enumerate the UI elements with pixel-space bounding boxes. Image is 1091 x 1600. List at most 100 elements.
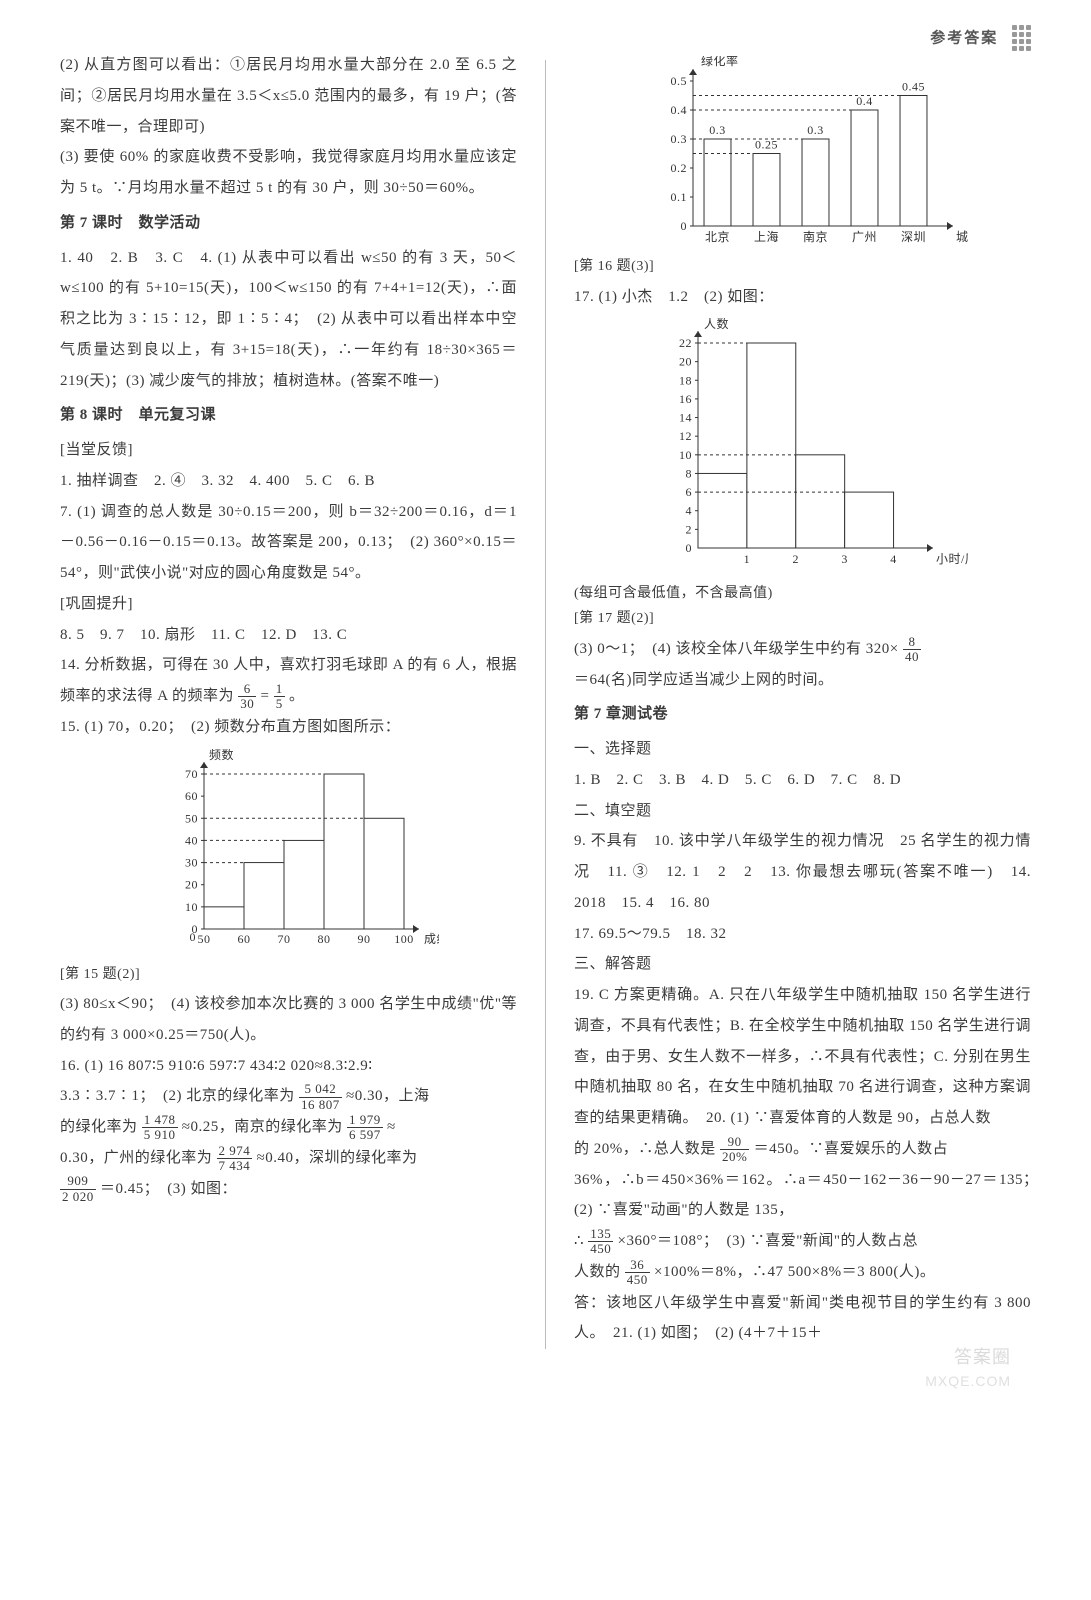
svg-text:0: 0 <box>189 930 196 944</box>
svg-text:4: 4 <box>890 552 897 566</box>
text: (3) 80≤x＜90； (4) 该校参加本次比赛的 3 000 名学生中成绩"… <box>60 989 517 1051</box>
chart-q15-histogram: 0102030405060705060708090100频数成绩/分0 <box>139 749 439 959</box>
heading-ch7test: 第 7 章测试卷 <box>574 699 1031 730</box>
svg-text:6: 6 <box>685 486 692 500</box>
svg-text:60: 60 <box>185 789 198 803</box>
den: 16 807 <box>299 1098 342 1112</box>
text: 17. 69.5～79.5 18. 32 <box>574 919 1031 950</box>
svg-text:80: 80 <box>317 932 330 946</box>
svg-text:广州: 广州 <box>851 230 876 244</box>
svg-text:12: 12 <box>679 430 692 444</box>
fraction: 36450 <box>625 1258 650 1288</box>
num: 36 <box>625 1258 650 1273</box>
t: 0.30，广州的绿化率为 <box>60 1150 217 1166</box>
heading-lesson8: 第 8 课时 单元复习课 <box>60 400 517 431</box>
fraction: 1 9796 597 <box>347 1113 383 1143</box>
text: ＝64(名)同学应适当减少上网的时间。 <box>574 665 1031 696</box>
svg-text:70: 70 <box>185 767 198 781</box>
t: ≈0.30，上海 <box>346 1088 429 1104</box>
svg-text:成绩/分: 成绩/分 <box>424 932 439 946</box>
den: 7 434 <box>217 1159 253 1173</box>
text: ∴ 135450 ×360°＝108°； (3) ∵喜爱"新闻"的人数占总 <box>574 1226 1031 1257</box>
svg-text:北京: 北京 <box>704 230 729 244</box>
svg-text:0.4: 0.4 <box>856 94 873 108</box>
den: 20% <box>720 1150 749 1164</box>
fraction: 15 <box>274 682 285 712</box>
right-column: 00.10.20.30.40.50.3北京0.25上海0.3南京0.4广州0.4… <box>574 50 1031 1349</box>
svg-text:0: 0 <box>680 219 687 233</box>
svg-text:人数: 人数 <box>704 318 729 331</box>
watermark: 答案圈 <box>954 1343 1011 1369</box>
page-header: 参考答案 <box>930 25 1031 53</box>
text: 17. (1) 小杰 1.2 (2) 如图： <box>574 282 1031 313</box>
text: 9092 020 ＝0.45； (3) 如图： <box>60 1174 517 1205</box>
svg-text:0.25: 0.25 <box>755 138 778 152</box>
num: 1 478 <box>142 1113 178 1128</box>
content-columns: (2) 从直方图可以看出：①居民月均用水量大部分在 2.0 至 6.5 之间；②… <box>60 50 1031 1349</box>
fraction: 630 <box>238 682 256 712</box>
svg-text:频数: 频数 <box>209 749 234 762</box>
svg-text:40: 40 <box>185 833 198 847</box>
fraction: 840 <box>903 635 921 665</box>
svg-text:4: 4 <box>685 504 692 518</box>
num: 1 <box>274 682 285 697</box>
subheading: 二、填空题 <box>574 796 1031 827</box>
text: 15. (1) 70，0.20； (2) 频数分布直方图如图所示： <box>60 712 517 743</box>
svg-text:0.4: 0.4 <box>670 103 687 117</box>
t: ＝450。∵喜爱娱乐的人数占 <box>754 1141 949 1157</box>
t: 。 <box>289 688 305 704</box>
text: 3.3∶3.7∶1； (2) 北京的绿化率为 5 04216 807 ≈0.30… <box>60 1081 517 1112</box>
svg-text:0.3: 0.3 <box>670 132 687 146</box>
svg-text:2: 2 <box>685 523 692 537</box>
svg-text:70: 70 <box>277 932 290 946</box>
t: ×360°＝108°； (3) ∵喜爱"新闻"的人数占总 <box>618 1233 918 1249</box>
t: 的 20%，∴总人数是 <box>574 1141 720 1157</box>
svg-text:50: 50 <box>197 932 210 946</box>
svg-text:0.2: 0.2 <box>670 161 687 175</box>
text: 36%，∴b＝450×36%＝162。∴a＝450－162－36－90－27＝1… <box>574 1165 1031 1227</box>
svg-text:2: 2 <box>792 552 799 566</box>
svg-text:0: 0 <box>685 541 692 555</box>
svg-text:深圳: 深圳 <box>900 230 925 244</box>
svg-text:1: 1 <box>743 552 750 566</box>
text: 的 20%，∴总人数是 9020% ＝450。∵喜爱娱乐的人数占 <box>574 1134 1031 1165</box>
subheading: [巩固提升] <box>60 589 517 620</box>
num: 135 <box>588 1227 613 1242</box>
subheading: [当堂反馈] <box>60 435 517 466</box>
den: 2 020 <box>60 1190 96 1204</box>
chart-q17-histogram: 24681012141618202201234人数小时/周 <box>638 318 968 578</box>
text: 14. 分析数据，可得在 30 人中，喜欢打羽毛球即 A 的有 6 人，根据频率… <box>60 650 517 712</box>
t: ≈0.40，深圳的绿化率为 <box>257 1150 418 1166</box>
caption: [第 15 题(2)] <box>60 961 517 990</box>
text: 1. B 2. C 3. B 4. D 5. C 6. D 7. C 8. D <box>574 765 1031 796</box>
svg-text:0.5: 0.5 <box>670 74 687 88</box>
caption: [第 16 题(3)] <box>574 253 1031 282</box>
num: 2 974 <box>217 1144 253 1159</box>
svg-text:小时/周: 小时/周 <box>936 552 968 566</box>
svg-text:90: 90 <box>357 932 370 946</box>
fraction: 135450 <box>588 1227 613 1257</box>
fraction: 5 04216 807 <box>299 1082 342 1112</box>
svg-text:0.3: 0.3 <box>709 123 726 137</box>
fraction: 9020% <box>720 1135 749 1165</box>
svg-text:0.3: 0.3 <box>807 123 824 137</box>
svg-text:10: 10 <box>185 899 198 913</box>
text: 1. 40 2. B 3. C 4. (1) 从表中可以看出 w≤50 的有 3… <box>60 243 517 397</box>
text: 8. 5 9. 7 10. 扇形 11. C 12. D 13. C <box>60 620 517 651</box>
text: 16. (1) 16 807∶5 910∶6 597∶7 434∶2 020≈8… <box>60 1051 517 1082</box>
num: 90 <box>720 1135 749 1150</box>
heading-lesson7: 第 7 课时 数学活动 <box>60 208 517 239</box>
svg-text:上海: 上海 <box>753 229 778 244</box>
fraction: 1 4785 910 <box>142 1113 178 1143</box>
num: 1 979 <box>347 1113 383 1128</box>
svg-text:60: 60 <box>237 932 250 946</box>
t: ＝0.45； (3) 如图： <box>100 1181 237 1197</box>
num: 5 042 <box>299 1082 342 1097</box>
num: 909 <box>60 1174 96 1189</box>
svg-text:0.1: 0.1 <box>670 190 687 204</box>
t: ×100%＝8%，∴47 500×8%＝3 800(人)。 <box>654 1264 935 1280</box>
num: 8 <box>903 635 921 650</box>
text: 的绿化率为 1 4785 910 ≈0.25，南京的绿化率为 1 9796 59… <box>60 1112 517 1143</box>
svg-text:20: 20 <box>185 877 198 891</box>
text: 7. (1) 调查的总人数是 30÷0.15＝200，则 b＝32÷200＝0.… <box>60 497 517 589</box>
